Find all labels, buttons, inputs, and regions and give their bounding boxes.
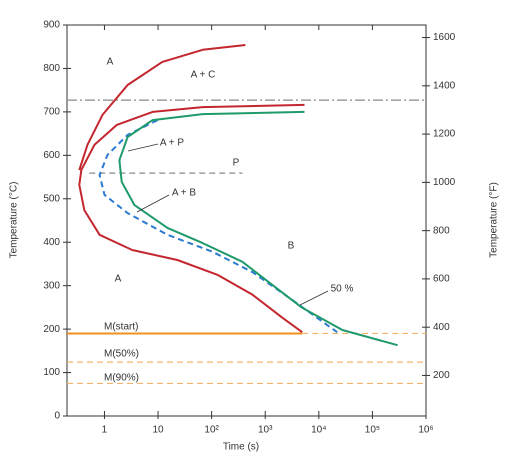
annotation: M(start): [104, 322, 138, 333]
annotation: 50 %: [331, 284, 354, 295]
annotation: A: [115, 274, 122, 285]
y2-tick-label: 400: [433, 322, 450, 333]
transformation-curve: [118, 110, 398, 347]
y2-tick-label: 800: [433, 225, 450, 236]
y2-tick-label: 1200: [433, 129, 456, 140]
annotation-arrow: [136, 194, 170, 213]
y-tick-label: 300: [43, 280, 60, 291]
plot-frame: [66, 24, 427, 417]
y-tick-label: 500: [43, 193, 60, 204]
y2-tick-label: 200: [433, 370, 450, 381]
annotation-arrow: [299, 290, 329, 306]
y-axis-label: Temperature (°C): [9, 182, 20, 259]
y-tick-label: 900: [43, 20, 60, 31]
x-axis-label: Time (s): [223, 442, 259, 453]
y-tick-label: 200: [43, 324, 60, 335]
x-tick-label: 10⁴: [311, 425, 326, 436]
annotation: P: [233, 158, 240, 169]
annotation: M(90%): [104, 373, 139, 384]
x-tick-label: 10³: [258, 425, 273, 436]
y-tick-label: 800: [43, 63, 60, 74]
x-tick-label: 10²: [204, 425, 219, 436]
transformation-curve: [98, 119, 338, 334]
y-tick-label: 0: [54, 411, 60, 422]
annotation: M(50%): [104, 349, 139, 360]
annotation: A: [107, 57, 114, 68]
annotation: A + B: [172, 188, 197, 199]
x-tick-label: 1: [102, 425, 108, 436]
x-tick-label: 10⁵: [365, 425, 380, 436]
y2-tick-label: 1400: [433, 80, 456, 91]
y2-tick-label: 1600: [433, 32, 456, 43]
x-tick-label: 10: [152, 425, 164, 436]
y-tick-label: 100: [43, 367, 60, 378]
x-tick-label: 10⁶: [418, 425, 433, 436]
y2-tick-label: 600: [433, 274, 450, 285]
annotation: A + C: [191, 70, 216, 81]
y2-tick-label: 1000: [433, 177, 456, 188]
y2-axis-label: Temperature (°F): [489, 182, 500, 258]
transformation-curve: [78, 44, 246, 171]
y-tick-label: 400: [43, 237, 60, 248]
y-tick-label: 600: [43, 150, 60, 161]
transformation-curve: [78, 103, 305, 334]
annotation-arrow: [127, 143, 159, 152]
y-tick-label: 700: [43, 107, 60, 118]
annotation: B: [288, 241, 295, 252]
annotation: A + P: [160, 138, 185, 149]
